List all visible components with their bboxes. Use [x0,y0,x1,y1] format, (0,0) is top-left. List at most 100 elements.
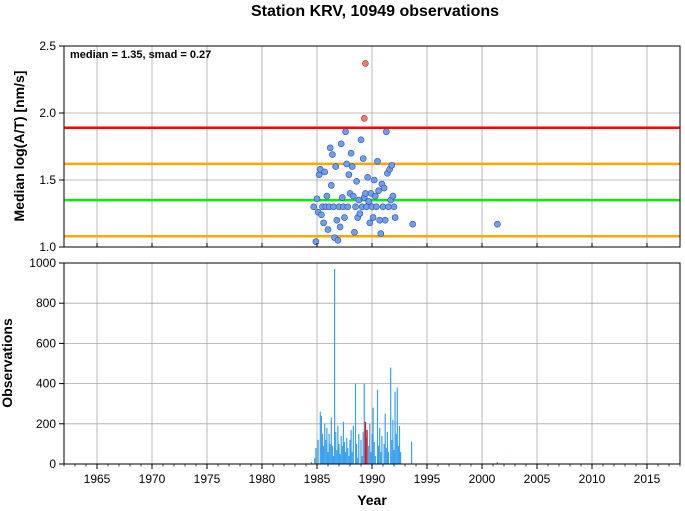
observation-bar [496,461,498,464]
observation-bar [329,443,331,464]
observation-bar [357,457,359,464]
observation-bar [317,439,319,464]
observation-bar [369,423,371,464]
data-point [341,214,348,221]
observation-bar [315,447,317,464]
data-point [323,192,331,200]
observation-bar [391,439,393,464]
observation-bar [341,445,343,464]
data-point [356,210,364,217]
observation-bar [383,443,385,464]
data-point [332,163,340,170]
observation-bar [346,437,348,464]
data-point [333,216,341,224]
top-y-tick-label: 2.5 [39,39,56,53]
data-point [369,214,377,221]
observation-bar [362,431,364,464]
observation-bar [356,443,358,464]
observation-bar [373,441,375,464]
observation-bar [393,449,395,464]
observation-bar [310,461,313,464]
top-y-tick-label: 1.5 [39,173,56,187]
data-point [359,155,367,162]
data-point [334,237,342,244]
data-point [329,151,336,158]
data-point [315,171,323,178]
bottom-y-tick-label: 800 [36,296,56,310]
x-tick-label: 1975 [194,472,221,486]
data-point [330,203,337,211]
observation-bar [321,433,324,464]
observation-bar [338,443,340,464]
data-point [382,128,390,136]
top-panel: 1.01.52.02.5 median = 1.35, smad = 0.27 … [11,39,681,254]
data-point [362,190,369,197]
observation-bar [352,425,354,464]
bottom-y-tick-label: 400 [36,377,56,391]
observation-bar [351,451,353,464]
data-point [381,216,389,224]
observation-bar [339,453,341,464]
observation-bar [345,451,347,464]
observation-bar [394,391,396,464]
data-point [374,157,381,165]
observation-bar [374,455,376,464]
data-point [370,176,378,184]
observation-bar [411,441,413,464]
data-point [320,219,327,227]
data-point [364,174,371,181]
top-y-axis-label: Median log(A/T) [nm/s] [11,71,27,222]
data-point [376,216,384,224]
data-point [352,203,359,211]
observation-bar [335,431,337,464]
x-tick-label: 1990 [359,472,386,486]
observation-bar [337,425,339,464]
observation-bar [363,383,365,464]
observation-bar [379,427,381,464]
observation-bar [324,423,326,464]
data-point [313,195,321,203]
observation-bar [398,425,401,464]
data-point [336,223,344,231]
data-point [324,226,332,233]
data-point [385,203,392,211]
observation-bar [378,445,380,464]
observation-bar [342,421,344,464]
data-point [371,192,379,200]
data-point [391,214,399,221]
observation-bar [354,383,357,464]
data-point [388,161,396,169]
x-tick-label: 2000 [469,472,496,486]
data-point [380,184,388,192]
observation-bar [368,445,370,464]
bottom-y-tick-label: 600 [36,336,56,350]
data-point [337,140,345,148]
outlier-bar [364,421,367,464]
observation-bar [361,455,363,464]
data-point [327,182,335,189]
data-point [390,203,398,211]
data-point [310,203,318,211]
data-point [342,128,349,136]
data-point [375,187,382,195]
observation-bar [314,457,316,464]
observation-bar [390,367,392,464]
bottom-y-tick-label: 1000 [29,256,56,270]
x-tick-label: 1995 [414,472,441,486]
data-point [349,192,357,200]
observation-bar [331,445,333,464]
observation-bar [384,413,386,464]
data-point [366,219,374,227]
top-y-tick-label: 2.0 [39,106,56,120]
observation-bar [330,417,332,464]
bottom-y-axis-label: Observations [0,318,15,408]
x-tick-label: 1985 [304,472,331,486]
bottom-panel: 0 200 400 600 800 1000 1965 1970 1975 1980 1985 19… [0,243,681,508]
observation-bar [325,439,327,464]
observation-bar [319,411,321,464]
stats-annotation: median = 1.35, smad = 0.27 [70,49,211,61]
data-point [321,168,329,176]
observation-bar [323,445,325,464]
outlier-point [362,60,369,67]
